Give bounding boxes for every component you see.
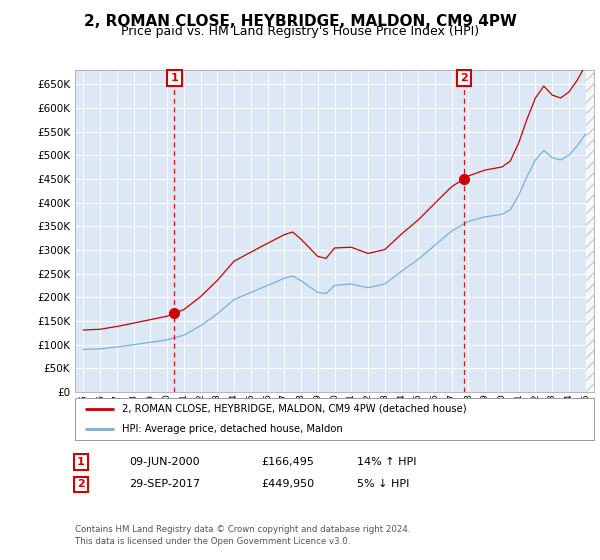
Text: 2: 2: [460, 73, 468, 83]
Text: HPI: Average price, detached house, Maldon: HPI: Average price, detached house, Mald…: [122, 424, 343, 434]
Text: 2: 2: [77, 479, 85, 489]
Text: 1: 1: [77, 457, 85, 467]
Text: 5% ↓ HPI: 5% ↓ HPI: [357, 479, 409, 489]
Text: Price paid vs. HM Land Registry's House Price Index (HPI): Price paid vs. HM Land Registry's House …: [121, 25, 479, 38]
Text: 09-JUN-2000: 09-JUN-2000: [129, 457, 200, 467]
Text: £449,950: £449,950: [261, 479, 314, 489]
Text: 14% ↑ HPI: 14% ↑ HPI: [357, 457, 416, 467]
Text: 1: 1: [170, 73, 178, 83]
Text: £166,495: £166,495: [261, 457, 314, 467]
Text: 2, ROMAN CLOSE, HEYBRIDGE, MALDON, CM9 4PW (detached house): 2, ROMAN CLOSE, HEYBRIDGE, MALDON, CM9 4…: [122, 404, 466, 414]
Text: 2, ROMAN CLOSE, HEYBRIDGE, MALDON, CM9 4PW: 2, ROMAN CLOSE, HEYBRIDGE, MALDON, CM9 4…: [83, 14, 517, 29]
Text: 29-SEP-2017: 29-SEP-2017: [129, 479, 200, 489]
Text: Contains HM Land Registry data © Crown copyright and database right 2024.
This d: Contains HM Land Registry data © Crown c…: [75, 525, 410, 546]
